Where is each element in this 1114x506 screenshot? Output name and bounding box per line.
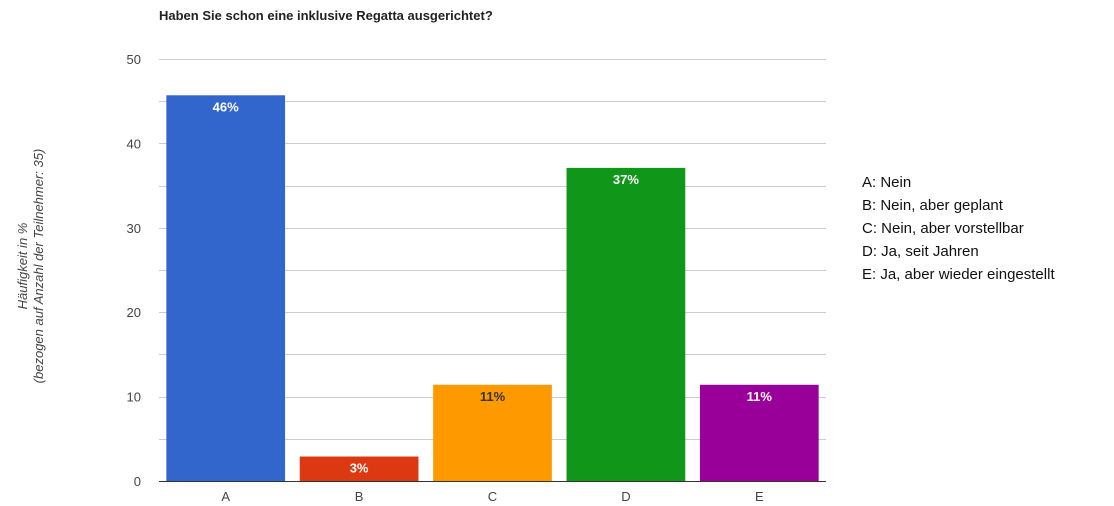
y-tick-label-30: 30 [127, 221, 141, 236]
x-tick-label-b: B [355, 489, 364, 504]
legend-item-d: D: Ja, seit Jahren [862, 243, 979, 260]
y-tick-label-10: 10 [127, 390, 141, 405]
legend-item-e: E: Ja, aber wieder eingestellt [862, 266, 1055, 283]
legend-item-a: A: Nein [862, 174, 912, 191]
x-tick-label-d: D [621, 489, 630, 504]
data-labels: 46% 3% 11% 37% 11% [213, 99, 773, 475]
chart-title: Haben Sie schon eine inklusive Regatta a… [159, 8, 493, 23]
data-label-d: 37% [613, 172, 639, 187]
y-tick-label-40: 40 [127, 136, 141, 151]
bar-d [566, 167, 686, 481]
legend: A: Nein B: Nein, aber geplant C: Nein, a… [862, 171, 1055, 286]
y-tick-label-0: 0 [134, 474, 141, 489]
bar-a [166, 95, 286, 482]
y-axis-label-line-1: Häufigkeit in % [15, 223, 30, 310]
legend-item-c: C: Nein, aber vorstellbar [862, 220, 1024, 237]
bars [166, 95, 819, 482]
legend-item-b: B: Nein, aber geplant [862, 197, 1003, 214]
bar-e [699, 384, 819, 481]
bar-b [299, 456, 419, 481]
x-tick-label-e: E [755, 489, 764, 504]
y-axis-label-line-2: (bezogen auf Anzahl der Teilnehmer: 35) [31, 149, 46, 384]
x-tick-label-a: A [221, 489, 230, 504]
y-axis-label: Häufigkeit in % (bezogen auf Anzahl der … [15, 149, 46, 384]
data-label-b: 3% [350, 461, 369, 476]
y-tick-label-20: 20 [127, 305, 141, 320]
y-tick-label-50: 50 [127, 52, 141, 67]
y-axis-ticks: 0 10 20 30 40 50 [127, 52, 141, 489]
bar-c [433, 384, 552, 481]
data-label-c: 11% [480, 389, 506, 404]
x-axis-ticks: A B C D E [159, 481, 826, 504]
x-tick-label-c: C [488, 489, 497, 504]
data-label-e: 11% [747, 389, 773, 404]
data-label-a: 46% [213, 99, 239, 114]
